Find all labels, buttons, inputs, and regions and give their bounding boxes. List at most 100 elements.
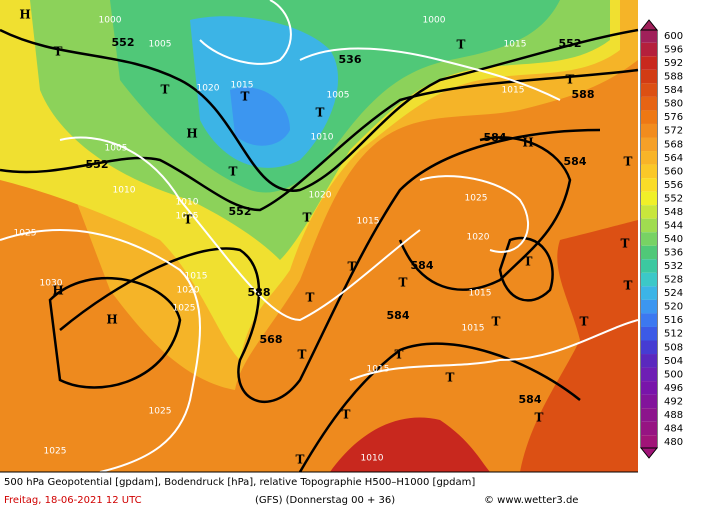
colorbar-swatch — [641, 164, 657, 179]
colorbar-label: 576 — [664, 112, 683, 123]
pressure-label: 1015 — [357, 217, 380, 227]
footer-description: 500 hPa Geopotential [gpdam], Bodendruck… — [4, 477, 475, 488]
map — [0, 0, 639, 473]
colorbar-label: 488 — [664, 410, 683, 421]
colorbar-swatch — [641, 56, 657, 70]
footer-date: Freitag, 18-06-2021 12 UTC — [4, 495, 142, 506]
colorbar-swatch — [641, 326, 657, 341]
colorbar-label: 560 — [664, 166, 683, 177]
pressure-label: 1025 — [465, 194, 488, 204]
colorbar-swatch — [641, 69, 657, 84]
colorbar-swatch — [641, 354, 657, 368]
pressure-center: T — [492, 315, 501, 329]
colorbar-label: 512 — [664, 329, 683, 340]
colorbar-swatch — [641, 232, 657, 246]
pressure-label: 1030 — [40, 279, 63, 289]
geopotential-label: 584 — [411, 259, 434, 272]
pressure-label: 1005 — [105, 144, 128, 154]
pressure-center: T — [624, 279, 633, 293]
colorbar-swatch — [641, 123, 657, 138]
colorbar-swatch — [641, 367, 657, 382]
colorbar-swatch — [641, 178, 657, 192]
colorbar-label: 536 — [664, 248, 683, 259]
pressure-label: 1010 — [176, 198, 199, 208]
pressure-center: H — [522, 136, 533, 150]
pressure-center: T — [303, 211, 312, 225]
pressure-center: T — [241, 90, 250, 104]
colorbar-label: 524 — [664, 288, 683, 299]
geopotential-label: 588 — [248, 286, 271, 299]
geopotential-label: 568 — [260, 333, 283, 346]
colorbar-label: 556 — [664, 180, 683, 191]
pressure-label: 1025 — [149, 407, 172, 417]
colorbar-label: 548 — [664, 207, 683, 218]
pressure-center: H — [52, 284, 63, 298]
pressure-label: 1010 — [113, 186, 136, 196]
colorbar-swatch — [641, 42, 657, 57]
colorbar-label: 544 — [664, 220, 683, 231]
geopotential-label: 584 — [484, 131, 507, 144]
geopotential-label: 584 — [519, 393, 542, 406]
colorbar-label: 508 — [664, 342, 683, 353]
pressure-label: 1025 — [44, 447, 67, 457]
pressure-center: T — [580, 315, 589, 329]
pressure-center: T — [296, 453, 305, 467]
pressure-label: 1020 — [177, 286, 200, 296]
colorbar-label: 500 — [664, 369, 683, 380]
pressure-center: H — [186, 127, 197, 141]
colorbar-swatch — [641, 394, 657, 409]
colorbar-swatch — [641, 245, 657, 260]
pressure-label: 1025 — [14, 229, 37, 239]
pressure-center: T — [306, 291, 315, 305]
pressure-center: T — [446, 371, 455, 385]
pressure-center: T — [399, 276, 408, 290]
colorbar-swatch — [641, 259, 657, 273]
colorbar-swatch — [641, 340, 657, 355]
pressure-label: 1025 — [173, 304, 196, 314]
pressure-label: 1005 — [327, 91, 350, 101]
colorbar-swatch — [641, 435, 657, 449]
pressure-center: H — [106, 313, 117, 327]
colorbar-label: 540 — [664, 234, 683, 245]
colorbar-label: 584 — [664, 85, 683, 96]
colorbar-label: 520 — [664, 302, 683, 313]
pressure-center: T — [566, 73, 575, 87]
colorbar-label: 592 — [664, 58, 683, 69]
colorbar-swatch — [641, 151, 657, 165]
pressure-center: T — [624, 155, 633, 169]
pressure-label: 1015 — [504, 40, 527, 50]
pressure-label: 1015 — [502, 86, 525, 96]
pressure-label: 1015 — [367, 365, 390, 375]
colorbar-swatch — [641, 137, 657, 152]
pressure-center: T — [161, 83, 170, 97]
colorbar-swatch — [641, 96, 657, 111]
colorbar-swatch — [641, 313, 657, 327]
geopotential-label: 552 — [559, 37, 582, 50]
colorbar-label: 496 — [664, 383, 683, 394]
colorbar-label: 552 — [664, 193, 683, 204]
pressure-label: 1015 — [185, 272, 208, 282]
pressure-center: T — [229, 165, 238, 179]
pressure-center: T — [535, 411, 544, 425]
pressure-label: 1010 — [361, 454, 384, 464]
colorbar-swatch — [641, 191, 657, 206]
colorbar-label: 568 — [664, 139, 683, 150]
colorbar-label: 580 — [664, 99, 683, 110]
map-labels: 552 536 552 588 552 584 584 552 584 588 584 568 584 1… — [14, 8, 633, 467]
colorbar-arrow-top — [639, 19, 659, 31]
pressure-label: 1015 — [231, 81, 254, 91]
colorbar-swatch — [641, 29, 657, 43]
pressure-center: T — [184, 213, 193, 227]
colorbar-swatch — [641, 83, 657, 97]
colorbar-label: 596 — [664, 45, 683, 56]
colorbar-swatch — [641, 299, 657, 314]
pressure-center: T — [54, 45, 63, 59]
pressure-label: 1015 — [469, 289, 492, 299]
colorbar-label: 516 — [664, 315, 683, 326]
pressure-center: T — [316, 106, 325, 120]
colorbar-swatch — [641, 205, 657, 219]
pressure-center: H — [19, 8, 30, 22]
colorbar-swatch — [641, 110, 657, 124]
colorbar-label: 564 — [664, 153, 683, 164]
footer-model: (GFS) (Donnerstag 00 + 36) — [255, 495, 395, 506]
